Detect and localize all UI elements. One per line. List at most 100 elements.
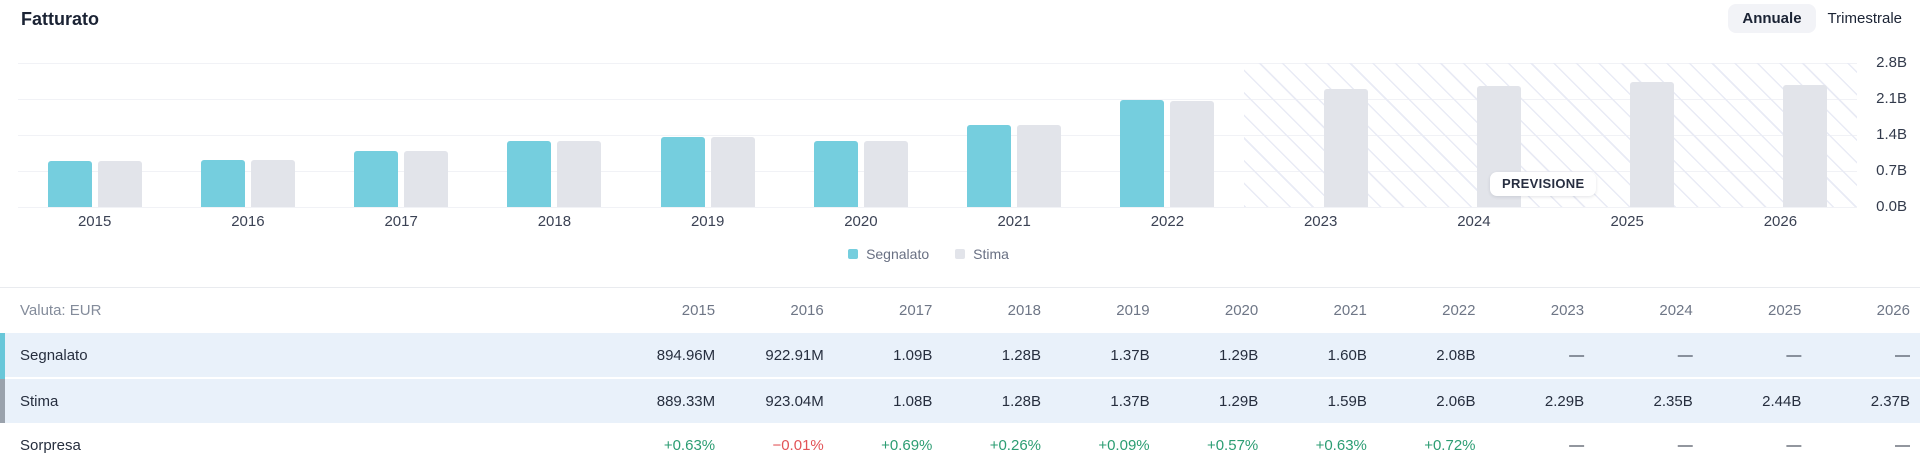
year-header: 2020 (1224, 302, 1259, 319)
x-axis-label-2026: 2026 (1763, 213, 1798, 230)
revenue-chart: PREVISIONE 2015 2016 2017 2018 2019 2020 2021 2… (0, 40, 1920, 288)
table-cell: 1.28B (942, 378, 1051, 423)
bar-stima-2016[interactable] (250, 159, 295, 207)
year-header: 2025 (1768, 302, 1802, 319)
y-axis-label: 0.7B (1876, 162, 1907, 179)
table-row-stima: Stima 889.33M 923.04M 1.08B 1.28B 1.37B 1.29B 1… (0, 378, 1920, 423)
table-cell: +0.63% (1315, 437, 1367, 454)
bar-segnalato-2021[interactable] (967, 124, 1012, 207)
table-cell: 1.29B (1159, 333, 1269, 379)
bar-stima-2018[interactable] (557, 141, 602, 207)
legend-item-stima[interactable]: Stima (955, 246, 1009, 262)
row-label: Segnalato (0, 333, 617, 379)
table-cell: 2.37B (1811, 378, 1920, 423)
quarterly-toggle-button[interactable]: Trimestrale (1816, 4, 1914, 33)
x-axis-label-2023: 2023 (1303, 213, 1338, 230)
year-header: 2021 (1333, 302, 1367, 319)
y-axis-label: 0.0B (1876, 198, 1907, 215)
bar-segnalato-2018[interactable] (507, 141, 552, 207)
table-cell: — (1485, 333, 1595, 379)
bar-stima-2020[interactable] (863, 140, 908, 207)
forecast-badge: PREVISIONE (1490, 172, 1597, 196)
table-cell: +0.57% (1206, 437, 1259, 454)
year-header: 2018 (1007, 302, 1041, 319)
year-header: 2026 (1876, 302, 1910, 319)
financials-table-section: Valuta: EUR 2015 2016 2017 2018 2019 2020 2021 2… (0, 287, 1920, 468)
table-cell: 894.96M (616, 333, 726, 379)
x-axis-label-2020: 2020 (844, 213, 878, 230)
table-cell: 2.29B (1485, 378, 1595, 423)
page-title: Fatturato (21, 9, 99, 29)
grid-line (18, 135, 1857, 136)
x-axis-label-2024: 2024 (1457, 213, 1491, 230)
table-cell: — (1895, 437, 1910, 454)
x-axis-label-2022: 2022 (1150, 213, 1185, 230)
table-cell: +0.09% (1098, 437, 1150, 454)
bar-segnalato-2022[interactable] (1120, 100, 1165, 207)
bar-stima-2021[interactable] (1017, 125, 1062, 207)
chart-legend: Segnalato Stima (0, 244, 1857, 264)
bar-stima-2015[interactable] (97, 161, 142, 207)
bar-stima-2023[interactable] (1323, 89, 1368, 207)
table-cell: 1.28B (942, 333, 1051, 379)
row-label: Stima (0, 378, 617, 423)
grid-line (18, 99, 1857, 100)
legend-swatch-icon (955, 249, 966, 259)
bar-segnalato-2017[interactable] (354, 150, 399, 207)
x-axis-label-2017: 2017 (384, 213, 418, 230)
year-header: 2016 (790, 302, 824, 319)
y-axis-label: 2.1B (1876, 90, 1907, 107)
table-cell: — (1677, 437, 1693, 454)
table-cell: 1.60B (1268, 333, 1377, 379)
table-cell: — (1811, 333, 1920, 379)
table-cell: 1.37B (1051, 333, 1160, 379)
bar-stima-2026[interactable] (1783, 85, 1828, 207)
year-header: 2023 (1550, 302, 1585, 319)
year-header: 2017 (899, 302, 933, 319)
year-header: 2015 (681, 302, 716, 319)
legend-label: Stima (973, 246, 1009, 262)
table-cell: 922.91M (725, 333, 834, 379)
x-axis-label-2015: 2015 (77, 213, 112, 230)
table-cell: 923.04M (725, 378, 834, 423)
chart-header: Fatturato Annuale Trimestrale (0, 0, 1920, 40)
bar-stima-2017[interactable] (404, 151, 449, 207)
table-cell: 889.33M (616, 378, 726, 423)
plot-area: PREVISIONE 2015 2016 2017 2018 2019 2020 2021 2… (18, 63, 1857, 230)
legend-label: Segnalato (866, 246, 930, 262)
table-cell: 1.09B (833, 333, 943, 379)
y-axis-label: 1.4B (1876, 126, 1907, 143)
year-header: 2022 (1442, 302, 1476, 319)
bar-stima-2019[interactable] (710, 136, 755, 207)
x-axis-label-2021: 2021 (997, 213, 1031, 230)
table-cell: −0.01% (772, 437, 824, 454)
bar-segnalato-2019[interactable] (660, 136, 705, 207)
bar-stima-2022[interactable] (1170, 101, 1215, 207)
table-cell: 2.06B (1376, 378, 1486, 423)
table-cell: — (1569, 437, 1585, 454)
table-cell: — (1594, 333, 1703, 379)
table-cell: 2.35B (1594, 378, 1703, 423)
bar-segnalato-2015[interactable] (47, 160, 92, 207)
bar-segnalato-2016[interactable] (200, 159, 245, 207)
legend-swatch-icon (848, 249, 859, 259)
table-cell: 1.08B (833, 378, 943, 423)
bar-segnalato-2020[interactable] (813, 140, 858, 207)
table-cell: 2.08B (1376, 333, 1486, 379)
year-header: 2019 (1116, 302, 1150, 319)
table-cell: 1.37B (1051, 378, 1160, 423)
currency-label: Valuta: EUR (20, 302, 102, 319)
y-axis-label: 2.8B (1876, 54, 1907, 71)
annual-toggle-button[interactable]: Annuale (1728, 4, 1816, 33)
table-cell: — (1786, 437, 1802, 454)
table-row-segnalato: Segnalato 894.96M 922.91M 1.09B 1.28B 1.37B 1.… (0, 333, 1920, 379)
table-cell: +0.26% (989, 437, 1041, 454)
y-axis: 2.8B 2.1B 1.4B 0.7B 0.0B (1857, 40, 1914, 288)
legend-item-segnalato[interactable]: Segnalato (848, 246, 929, 262)
row-label: Sorpresa (20, 437, 81, 454)
grid-line (18, 207, 1857, 208)
table-cell: 2.44B (1702, 378, 1812, 423)
table-header-row: Valuta: EUR 2015 2016 2017 2018 2019 2020 2021 2… (3, 288, 1920, 333)
bar-stima-2025[interactable] (1630, 81, 1675, 207)
x-axis-label-2019: 2019 (690, 213, 725, 230)
